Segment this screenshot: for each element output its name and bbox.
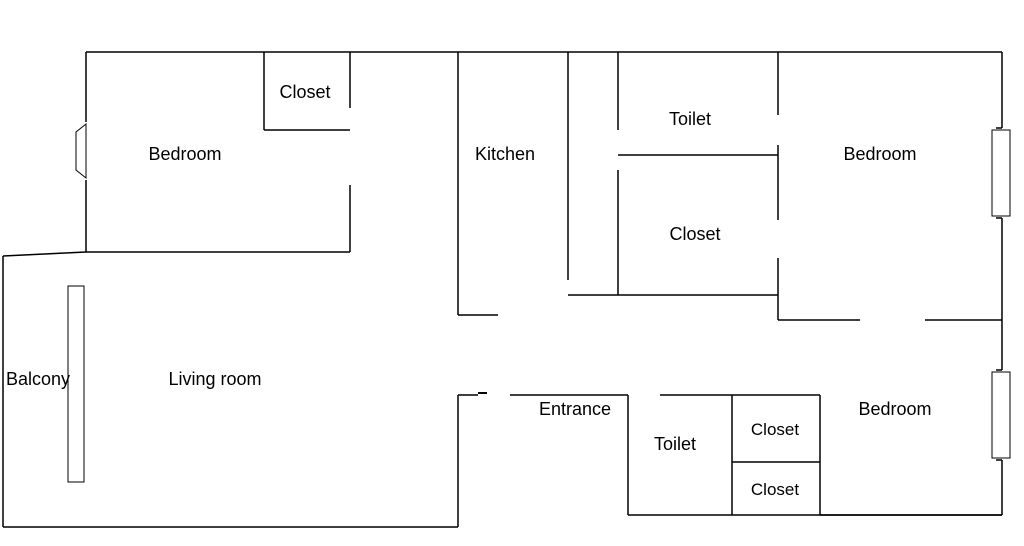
window-win-balcony [68,286,84,482]
label-entrance: Entrance [539,399,611,419]
label-toilet-bottom: Toilet [654,434,696,454]
label-bedroom-right-bottom: Bedroom [858,399,931,419]
label-living-room: Living room [168,369,261,389]
label-closet-mid: Closet [669,224,720,244]
label-bedroom-left: Bedroom [148,144,221,164]
label-bedroom-right-top: Bedroom [843,144,916,164]
window-win-right-bottom [992,372,1010,458]
window-win-right-top [992,130,1010,216]
label-kitchen: Kitchen [475,144,535,164]
label-toilet-top: Toilet [669,109,711,129]
label-closet-b1: Closet [751,420,799,439]
label-closet-b2: Closet [751,480,799,499]
window-win-left-bed [76,124,86,178]
wall-balcony-top [3,252,86,256]
floor-plan: Balcony Living room Bedroom Closet Kitchen To… [0,0,1024,546]
label-balcony: Balcony [6,369,70,389]
label-closet-top: Closet [279,82,330,102]
